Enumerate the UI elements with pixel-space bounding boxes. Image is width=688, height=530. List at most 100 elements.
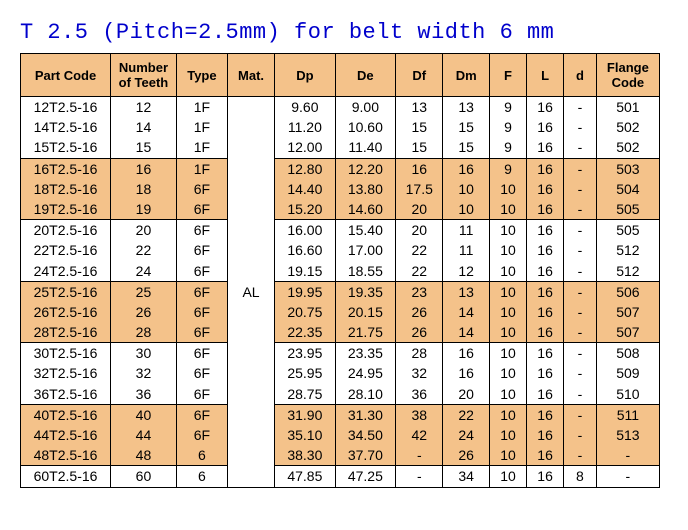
cell-df: 36 (396, 384, 443, 405)
cell-df: - (396, 466, 443, 487)
cell-nt: 28 (111, 322, 177, 343)
cell-f: 10 (489, 425, 526, 445)
cell-nt: 26 (111, 302, 177, 322)
cell-f: 9 (489, 97, 526, 118)
cell-dp: 31.90 (275, 404, 336, 425)
cell-df: 26 (396, 302, 443, 322)
cell-nt: 12 (111, 97, 177, 118)
cell-df: 42 (396, 425, 443, 445)
cell-d: - (564, 179, 597, 199)
cell-f: 10 (489, 466, 526, 487)
cell-fc: 512 (596, 261, 659, 282)
cell-l: 16 (527, 240, 564, 260)
cell-dm: 12 (443, 261, 490, 282)
cell-df: 32 (396, 363, 443, 383)
cell-de: 37.70 (335, 445, 396, 466)
table-row: 24T2.5-16246F19.1518.5522121016-512 (21, 261, 660, 282)
col-flange: Flange Code (596, 54, 659, 97)
cell-dm: 14 (443, 302, 490, 322)
cell-dp: 14.40 (275, 179, 336, 199)
cell-pc: 24T2.5-16 (21, 261, 111, 282)
cell-dm: 13 (443, 97, 490, 118)
cell-f: 10 (489, 363, 526, 383)
cell-d: - (564, 220, 597, 241)
cell-dp: 12.00 (275, 137, 336, 158)
cell-l: 16 (527, 384, 564, 405)
cell-dp: 25.95 (275, 363, 336, 383)
cell-pc: 22T2.5-16 (21, 240, 111, 260)
cell-dp: 47.85 (275, 466, 336, 487)
cell-fc: 505 (596, 199, 659, 220)
cell-nt: 20 (111, 220, 177, 241)
cell-dp: 16.60 (275, 240, 336, 260)
cell-pc: 20T2.5-16 (21, 220, 111, 241)
cell-dp: 22.35 (275, 322, 336, 343)
cell-l: 16 (527, 363, 564, 383)
cell-df: 28 (396, 343, 443, 364)
cell-dp: 19.15 (275, 261, 336, 282)
cell-pc: 19T2.5-16 (21, 199, 111, 220)
cell-df: 20 (396, 220, 443, 241)
cell-dp: 28.75 (275, 384, 336, 405)
cell-de: 11.40 (335, 137, 396, 158)
col-mat: Mat. (227, 54, 274, 97)
cell-pc: 14T2.5-16 (21, 117, 111, 137)
cell-d: - (564, 240, 597, 260)
cell-pc: 12T2.5-16 (21, 97, 111, 118)
col-f: F (489, 54, 526, 97)
cell-df: 17.5 (396, 179, 443, 199)
cell-fc: 504 (596, 179, 659, 199)
table-row: 12T2.5-16121FAL9.609.001313916-501 (21, 97, 660, 118)
cell-nt: 15 (111, 137, 177, 158)
cell-de: 23.35 (335, 343, 396, 364)
table-row: 48T2.5-1648638.3037.70-261016-- (21, 445, 660, 466)
cell-dp: 16.00 (275, 220, 336, 241)
cell-de: 15.40 (335, 220, 396, 241)
cell-l: 16 (527, 445, 564, 466)
cell-f: 10 (489, 404, 526, 425)
cell-ty: 6F (176, 363, 227, 383)
cell-d: 8 (564, 466, 597, 487)
cell-dm: 15 (443, 117, 490, 137)
cell-de: 14.60 (335, 199, 396, 220)
table-row: 19T2.5-16196F15.2014.6020101016-505 (21, 199, 660, 220)
cell-dp: 12.80 (275, 158, 336, 179)
cell-df: 13 (396, 97, 443, 118)
cell-d: - (564, 404, 597, 425)
cell-ty: 1F (176, 97, 227, 118)
cell-dm: 16 (443, 343, 490, 364)
col-l: L (527, 54, 564, 97)
cell-d: - (564, 343, 597, 364)
cell-df: 22 (396, 240, 443, 260)
cell-pc: 28T2.5-16 (21, 322, 111, 343)
cell-nt: 19 (111, 199, 177, 220)
cell-d: - (564, 322, 597, 343)
cell-fc: 502 (596, 117, 659, 137)
cell-l: 16 (527, 404, 564, 425)
cell-nt: 30 (111, 343, 177, 364)
col-type: Type (176, 54, 227, 97)
cell-dp: 11.20 (275, 117, 336, 137)
cell-f: 9 (489, 158, 526, 179)
cell-nt: 36 (111, 384, 177, 405)
cell-dm: 11 (443, 240, 490, 260)
cell-l: 16 (527, 220, 564, 241)
cell-pc: 32T2.5-16 (21, 363, 111, 383)
cell-ty: 1F (176, 117, 227, 137)
cell-dm: 34 (443, 466, 490, 487)
col-d: d (564, 54, 597, 97)
cell-ty: 6F (176, 425, 227, 445)
cell-de: 19.35 (335, 281, 396, 302)
cell-df: 15 (396, 137, 443, 158)
cell-pc: 15T2.5-16 (21, 137, 111, 158)
cell-nt: 48 (111, 445, 177, 466)
cell-l: 16 (527, 302, 564, 322)
cell-dm: 26 (443, 445, 490, 466)
cell-df: - (396, 445, 443, 466)
table-row: 16T2.5-16161F12.8012.201616916-503 (21, 158, 660, 179)
cell-f: 10 (489, 261, 526, 282)
cell-pc: 18T2.5-16 (21, 179, 111, 199)
table-row: 44T2.5-16446F35.1034.5042241016-513 (21, 425, 660, 445)
col-teeth: Number of Teeth (111, 54, 177, 97)
cell-de: 21.75 (335, 322, 396, 343)
